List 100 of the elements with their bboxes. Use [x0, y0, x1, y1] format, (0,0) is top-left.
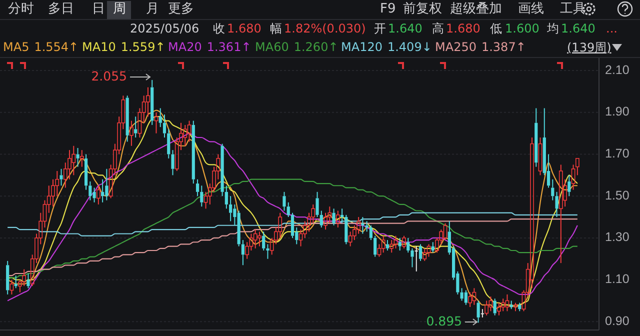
- candlestick: [237, 210, 240, 247]
- candlestick: [472, 288, 476, 306]
- text: 低: [490, 21, 502, 36]
- candlestick: [68, 150, 72, 180]
- text: 画线: [518, 2, 544, 17]
- candlestick: [365, 220, 368, 232]
- candlestick: [476, 300, 480, 324]
- y-tick-label: 0.90: [605, 314, 630, 328]
- candlestick: [192, 120, 195, 184]
- candlestick: [316, 191, 319, 218]
- candlestick: [298, 229, 303, 247]
- candlestick: [431, 242, 434, 254]
- candlestick: [332, 208, 336, 226]
- annotation: 2.055: [91, 68, 127, 84]
- text: (139周): [567, 40, 612, 54]
- candlestick: [60, 168, 63, 186]
- candlestick: [63, 162, 68, 188]
- candlestick: [290, 212, 294, 238]
- candlestick: [6, 260, 10, 295]
- annotation: 0.895: [426, 313, 462, 328]
- text: MA120 1.409↓: [341, 40, 432, 54]
- candlestick: [55, 170, 60, 197]
- candlestick: [369, 224, 373, 241]
- candlestick: [286, 202, 290, 218]
- candlestick: [518, 302, 522, 312]
- text: 均: [546, 21, 559, 36]
- y-tick-label: 1.30: [605, 230, 630, 244]
- candlestick: [92, 187, 96, 203]
- candlestick: [356, 216, 361, 234]
- candlestick: [328, 206, 332, 224]
- candlestick: [88, 180, 92, 201]
- candlestick: [302, 220, 307, 238]
- candlestick: [76, 147, 80, 168]
- candlestick: [84, 154, 88, 190]
- candlestick: [150, 79, 154, 126]
- text: 超级叠加: [450, 2, 502, 17]
- candlestick: [460, 288, 464, 302]
- candlestick: [80, 150, 84, 168]
- candlestick: [162, 114, 166, 138]
- candlestick: [551, 178, 554, 201]
- text: 日: [92, 2, 105, 17]
- candlestick: [344, 214, 348, 245]
- candlestick: [266, 244, 270, 260]
- candlestick: [134, 116, 138, 138]
- candlestick: [14, 275, 18, 289]
- text: 1.680: [446, 21, 480, 36]
- candlestick: [493, 298, 496, 316]
- y-tick-label: 1.70: [605, 146, 630, 161]
- candlestick: [377, 244, 382, 258]
- text: 1.640: [561, 21, 596, 36]
- text: 1.82%(0.030): [284, 21, 366, 36]
- candlestick: [426, 244, 431, 258]
- text: MA20 1.361↑: [168, 40, 252, 54]
- text: 更多: [168, 2, 194, 17]
- candlestick: [200, 185, 204, 208]
- candlestick: [26, 273, 30, 289]
- candlestick: [340, 208, 344, 224]
- candlestick: [386, 240, 390, 251]
- y-tick-label: 1.50: [605, 188, 630, 202]
- candlestick: [167, 128, 170, 159]
- candlestick: [245, 242, 250, 260]
- candlestick: [530, 137, 534, 289]
- candlestick: [555, 191, 558, 218]
- text: 前复权: [403, 2, 442, 17]
- candlestick: [171, 150, 174, 176]
- candlestick: [410, 248, 414, 268]
- candlestick: [253, 229, 258, 249]
- candlestick: [101, 178, 104, 203]
- candlestick: [196, 178, 200, 197]
- y-tick-label: 1.90: [605, 104, 630, 119]
- text: ...: [606, 21, 618, 36]
- candlestick: [72, 145, 76, 176]
- candlestick: [510, 300, 513, 310]
- candlestick: [320, 210, 323, 228]
- candlestick: [224, 185, 228, 210]
- text: 1.640: [388, 21, 422, 36]
- y-tick-label: 1.10: [605, 272, 630, 286]
- candlestick: [406, 237, 410, 254]
- text: 周: [113, 2, 126, 17]
- candlestick: [126, 95, 129, 142]
- candlestick: [146, 86, 150, 118]
- candlestick: [534, 108, 538, 168]
- text: 工具: [560, 2, 586, 17]
- candlestick: [241, 240, 244, 266]
- text: 1.680: [227, 21, 262, 36]
- text: MA10 1.559↑: [82, 40, 166, 54]
- candlestick: [158, 108, 162, 128]
- candlestick: [220, 143, 224, 197]
- candlestick: [398, 237, 402, 251]
- candlestick: [558, 164, 563, 264]
- candlestick: [414, 246, 418, 272]
- candlestick: [262, 231, 266, 251]
- candlestick: [348, 231, 352, 247]
- candlestick: [105, 168, 108, 201]
- candlestick: [282, 191, 286, 212]
- candlestick: [568, 174, 571, 197]
- text: 1.600: [505, 21, 540, 36]
- text: 月: [146, 2, 159, 17]
- candlestick: [96, 185, 100, 205]
- candlestick: [361, 216, 364, 234]
